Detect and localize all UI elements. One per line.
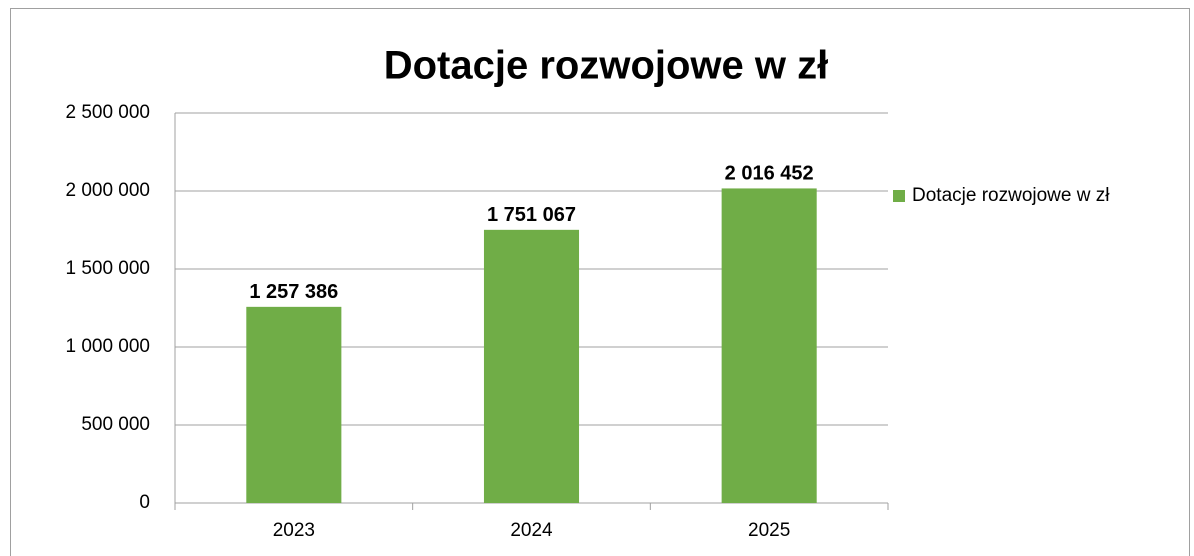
chart-title: Dotacje rozwojowe w zł xyxy=(384,44,829,88)
data-label: 2 016 452 xyxy=(725,163,814,185)
x-tick-label: 2023 xyxy=(273,520,315,541)
y-tick-label: 1 500 000 xyxy=(65,258,150,279)
x-tick-label: 2024 xyxy=(510,520,553,541)
y-tick-label: 2 500 000 xyxy=(65,102,150,123)
data-label: 1 257 386 xyxy=(249,281,338,303)
chart-border xyxy=(10,8,1190,556)
y-tick-label: 2 000 000 xyxy=(65,180,150,201)
y-tick-label: 500 000 xyxy=(81,414,150,435)
bar xyxy=(483,229,580,503)
legend-label: Dotacje rozwojowe w zł xyxy=(912,185,1110,206)
data-label: 1 751 067 xyxy=(487,204,576,226)
x-tick-label: 2025 xyxy=(748,520,790,541)
bar xyxy=(721,188,817,504)
bar xyxy=(246,306,342,503)
y-tick-label: 0 xyxy=(139,492,150,513)
y-tick-label: 1 000 000 xyxy=(65,336,150,357)
legend-swatch xyxy=(893,190,905,202)
